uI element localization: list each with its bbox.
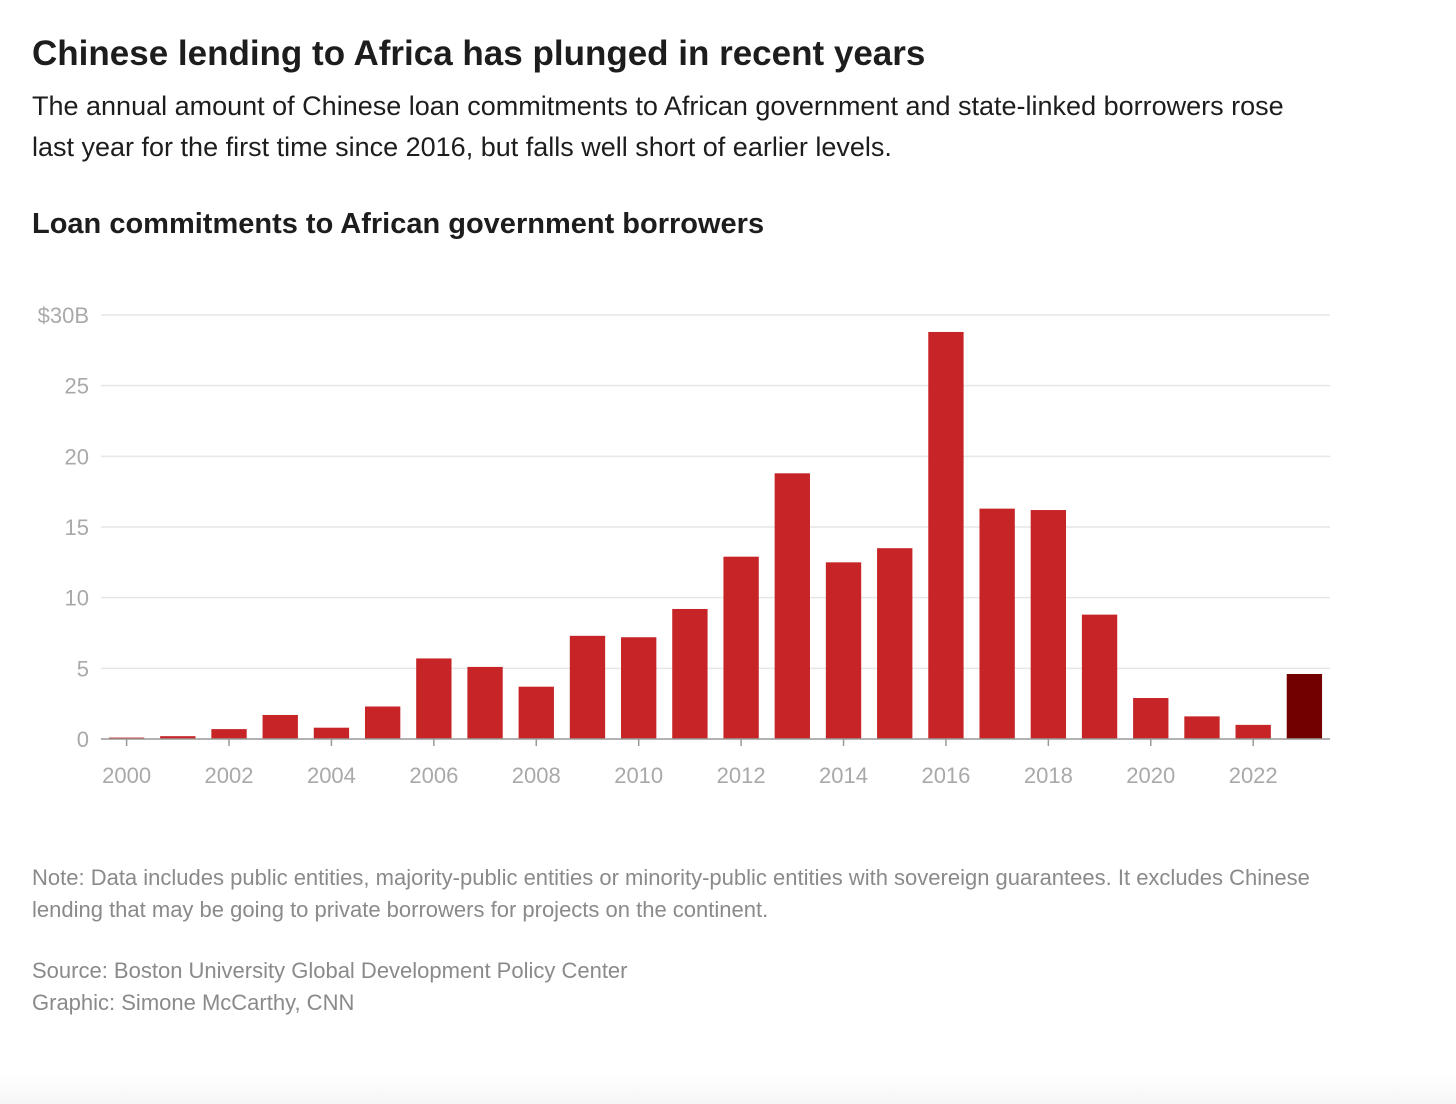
bar-2021 [1184, 716, 1220, 739]
bar-2008 [518, 686, 554, 739]
bar-2010 [621, 637, 657, 739]
y-tick-label: 0 [77, 727, 89, 752]
bar-2002 [211, 729, 247, 739]
bar-2020 [1133, 698, 1169, 739]
bar-2004 [313, 727, 350, 739]
y-tick-label: 15 [65, 515, 89, 540]
bar-2007 [467, 666, 503, 739]
bar-2005 [364, 706, 401, 739]
y-tick-label: $30B [38, 303, 89, 328]
bar-2012 [723, 556, 759, 739]
headline: Chinese lending to Africa has plunged in… [32, 34, 926, 73]
y-tick-label: 25 [65, 374, 89, 399]
bar-2016 [928, 331, 964, 739]
source-line: Source: Boston University Global Develop… [32, 958, 628, 983]
bar-2018 [1030, 510, 1067, 739]
x-tick-label: 2018 [1024, 763, 1073, 788]
x-tick-label: 2014 [819, 763, 868, 788]
graphic-credit: Graphic: Simone McCarthy, CNN [32, 990, 355, 1015]
bar-2023 [1286, 673, 1323, 739]
y-tick-label: 20 [65, 444, 89, 469]
bar-2022 [1235, 724, 1271, 739]
bar-2011 [672, 608, 708, 739]
x-tick-label: 2016 [921, 763, 970, 788]
bar-2013 [774, 473, 810, 739]
x-tick-label: 2000 [102, 763, 151, 788]
bar-chart: 0 5 10 15 20 25 $30B 2000 2002 2004 2006 2008 2010 20… [38, 303, 1330, 788]
bar-2019 [1081, 614, 1118, 739]
y-tick-label: 5 [77, 656, 89, 681]
x-tick-label: 2010 [614, 763, 663, 788]
chart-title: Loan commitments to African government b… [32, 208, 765, 240]
bar-2014 [825, 562, 862, 739]
x-tick-label: 2020 [1126, 763, 1175, 788]
bar-2006 [416, 658, 452, 739]
bar-2009 [569, 635, 606, 739]
chart-note: Note: Data includes public entities, maj… [32, 865, 1310, 922]
bottom-fade [0, 1074, 1456, 1104]
source-credit: Source: Boston University Global Develop… [32, 955, 628, 1019]
bar-2003 [262, 714, 298, 739]
x-tick-label: 2006 [409, 763, 458, 788]
bar-2015 [877, 548, 913, 739]
x-tick-label: 2004 [307, 763, 356, 788]
x-tick-label: 2012 [717, 763, 766, 788]
x-tick-label: 2022 [1229, 763, 1278, 788]
dek-subtitle: The annual amount of Chinese loan commit… [32, 91, 1284, 162]
bar-2017 [979, 508, 1015, 739]
bar-2001 [160, 736, 196, 739]
x-tick-label: 2002 [205, 763, 254, 788]
y-tick-label: 10 [65, 586, 89, 611]
x-tick-label: 2008 [512, 763, 561, 788]
